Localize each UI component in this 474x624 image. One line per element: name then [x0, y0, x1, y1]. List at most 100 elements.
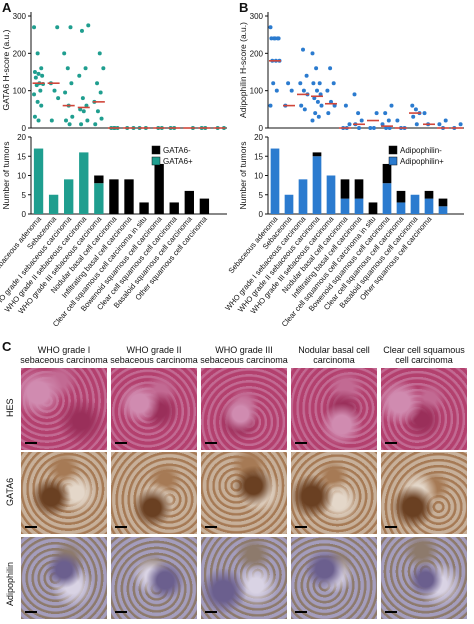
dot-point [332, 103, 337, 108]
dot-point [274, 88, 279, 93]
dot-point [310, 51, 315, 56]
dot-point [286, 81, 291, 86]
dot-point [83, 66, 88, 71]
panel-c-column-header: Nodular basal cell carcinoma [298, 345, 370, 365]
histology-image [201, 537, 287, 619]
dot-point [356, 111, 361, 116]
dot-point [331, 81, 336, 86]
bar-y-label: Number of tumors [238, 141, 248, 209]
dot-point [268, 25, 273, 30]
dot-point [347, 122, 352, 127]
scale-bar [115, 611, 127, 613]
legend-swatch [151, 156, 161, 166]
dot-point [371, 126, 376, 130]
histology-image [201, 452, 287, 534]
scale-bar [205, 611, 217, 613]
dot-point [268, 103, 273, 108]
bar-negative [424, 190, 434, 199]
bar-y-label: Number of tumors [1, 141, 11, 209]
bar-positive [382, 183, 392, 214]
bar-positive [33, 148, 44, 214]
legend-swatch [388, 145, 398, 155]
histology-image [291, 537, 377, 619]
bar-negative [139, 202, 149, 214]
legend-label: Adipophilin+ [400, 157, 444, 166]
dot-point [414, 122, 419, 127]
bar-negative [109, 179, 119, 214]
legend-label: GATA6- [163, 146, 191, 155]
panel-c-column-header: WHO grade III sebaceous carcinoma [200, 345, 288, 365]
dot-point [301, 47, 305, 52]
histology-image [381, 452, 467, 534]
bar-negative [169, 202, 179, 214]
dot-point [68, 25, 73, 30]
dot-point [325, 88, 330, 93]
bar-negative [184, 190, 194, 214]
dot-point [97, 51, 102, 56]
dot-point [69, 81, 74, 86]
dot-point [326, 111, 331, 116]
bar-positive [410, 194, 420, 214]
dot-point [316, 114, 321, 119]
dot-point [80, 96, 85, 101]
bar-negative [154, 163, 164, 214]
dot-point [95, 81, 100, 86]
dot-point [36, 71, 41, 76]
bar-positive [396, 202, 406, 214]
histology-image [111, 452, 197, 534]
dot-point [383, 111, 388, 116]
dot-point [443, 118, 448, 123]
dot-ytick-label: 0 [259, 124, 264, 133]
bar-negative [438, 198, 448, 207]
bar-ytick-label: 15 [254, 152, 263, 161]
dot-point [35, 51, 40, 56]
dot-point [49, 118, 54, 123]
dot-point [63, 90, 68, 95]
dot-point [78, 107, 83, 112]
dot-point [70, 114, 75, 119]
bar-positive [64, 179, 74, 214]
panel-c-column-header: Clear cell squamous cell carcinoma [383, 345, 465, 365]
dot-point [301, 88, 306, 93]
panel-c-letter: C [2, 339, 12, 354]
dot-point [368, 126, 373, 130]
dot-point [380, 122, 385, 127]
dot-point [62, 51, 67, 56]
bar-positive [284, 194, 294, 214]
dot-point [84, 103, 89, 108]
dot-point [374, 111, 379, 116]
bar-ytick-label: 10 [17, 172, 26, 181]
dot-point [317, 81, 322, 86]
dot-point [319, 103, 324, 108]
dot-point [52, 88, 57, 93]
scale-bar [25, 611, 37, 613]
bar-positive [312, 156, 322, 214]
histology-image [21, 368, 107, 450]
dot-point [389, 103, 394, 108]
scale-bar [385, 442, 397, 444]
dot-point [312, 96, 317, 101]
bar-positive [340, 198, 350, 214]
dot-point [310, 118, 315, 123]
bar-negative [368, 202, 378, 214]
bar-positive [424, 198, 434, 214]
dot-point [77, 73, 82, 78]
dot-point [298, 81, 303, 86]
dot-point [34, 83, 39, 88]
histology-image [291, 368, 377, 450]
scale-bar [205, 526, 217, 528]
histology-image [381, 537, 467, 619]
scale-bar [385, 526, 397, 528]
bar-ytick-label: 10 [254, 172, 263, 181]
dot-point [67, 122, 72, 127]
dot-ytick-label: 100 [250, 87, 264, 96]
dot-point [85, 118, 90, 123]
dot-point [311, 81, 316, 86]
dot-point [271, 81, 276, 86]
dot-point [32, 25, 37, 30]
dot-point [314, 66, 319, 71]
dot-point [343, 103, 348, 108]
